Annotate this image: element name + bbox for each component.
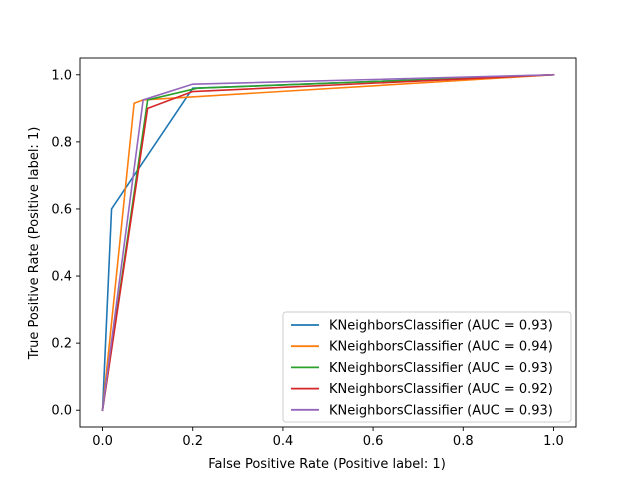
plot-marks <box>101 73 555 412</box>
x-tick-label-1: 0.2 <box>182 434 203 449</box>
legend-label-2: KNeighborsClassifier (AUC = 0.94) <box>329 340 553 355</box>
x-tick-label-2: 0.4 <box>273 434 294 449</box>
y-tick-label-4: 0.8 <box>51 135 72 150</box>
y-tick-label-3: 0.6 <box>51 202 72 217</box>
x-tick-label-3: 0.6 <box>363 434 384 449</box>
legend-label-5: KNeighborsClassifier (AUC = 0.93) <box>329 403 553 418</box>
y-axis-label: True Positive Rate (Positive label: 1) <box>27 127 42 361</box>
y-tick-label-5: 1.0 <box>51 68 72 83</box>
y-tick-label-2: 0.4 <box>51 270 72 285</box>
legend-label-1: KNeighborsClassifier (AUC = 0.93) <box>329 319 553 334</box>
x-tick-label-4: 0.8 <box>453 434 474 449</box>
axes: 0.0 0.2 0.4 0.6 0.8 1.0 0.0 0.2 0.4 0.6 0.8 1.0 <box>51 57 577 449</box>
legend: KNeighborsClassifier (AUC = 0.93) KNeighb… <box>282 311 572 423</box>
legend-label-4: KNeighborsClassifier (AUC = 0.92) <box>329 382 553 397</box>
y-tick-label-1: 0.2 <box>51 337 72 352</box>
x-axis-label: False Positive Rate (Positive label: 1) <box>208 457 446 472</box>
legend-box <box>282 311 572 423</box>
x-tick-label-0: 0.0 <box>92 434 113 449</box>
legend-label-3: KNeighborsClassifier (AUC = 0.93) <box>329 361 553 376</box>
series-line-5 <box>101 73 555 412</box>
axes-frame <box>79 57 577 428</box>
y-tick-label-0: 0.0 <box>51 404 72 419</box>
series-line-4 <box>101 73 555 412</box>
series-line-2 <box>101 73 555 412</box>
x-tick-label-5: 1.0 <box>543 434 564 449</box>
